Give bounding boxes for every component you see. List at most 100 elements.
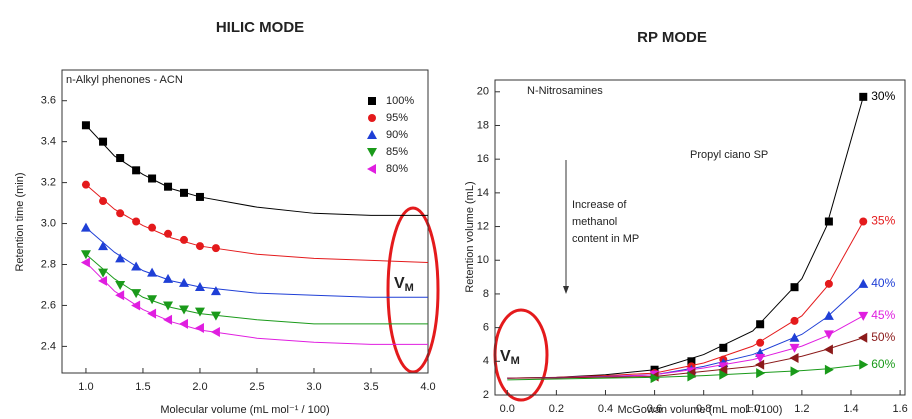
marker bbox=[824, 217, 833, 226]
marker bbox=[718, 364, 728, 375]
marker bbox=[790, 283, 799, 292]
fit-line bbox=[507, 315, 864, 379]
y-tick-label: 3.2 bbox=[41, 177, 56, 189]
marker bbox=[210, 286, 221, 296]
marker bbox=[131, 300, 141, 311]
marker bbox=[789, 352, 799, 363]
series-label: 40% bbox=[871, 276, 895, 290]
marker bbox=[719, 369, 729, 380]
series-label: 50% bbox=[871, 330, 895, 344]
x-tick-label: 0.0 bbox=[500, 403, 515, 415]
y-tick-label: 12 bbox=[477, 220, 489, 232]
marker bbox=[859, 217, 868, 226]
y-tick-label: 14 bbox=[477, 187, 489, 199]
marker bbox=[98, 268, 109, 278]
marker bbox=[823, 344, 833, 355]
x-tick-label: 2.5 bbox=[249, 381, 264, 393]
marker bbox=[163, 314, 173, 325]
y-tick-label: 3.0 bbox=[41, 217, 56, 229]
x-tick-label: 3.5 bbox=[363, 381, 378, 393]
legend-label: 95% bbox=[386, 112, 408, 124]
marker bbox=[116, 209, 125, 218]
arrow-head bbox=[563, 286, 569, 294]
x-tick-label: 2.0 bbox=[192, 381, 207, 393]
x-tick-label: 0.4 bbox=[598, 403, 613, 415]
marker bbox=[823, 330, 834, 340]
x-axis-label: Molecular volume (mL mol⁻¹ / 100) bbox=[160, 404, 329, 416]
legend-label: 90% bbox=[386, 129, 408, 141]
marker bbox=[195, 242, 204, 251]
series-label: 60% bbox=[871, 357, 895, 371]
legend-label: 100% bbox=[386, 95, 414, 107]
marker bbox=[115, 290, 125, 301]
x-tick-label: 0.6 bbox=[647, 403, 662, 415]
chart-title: HILIC MODE bbox=[216, 19, 304, 36]
vm-main: V bbox=[500, 348, 511, 365]
legend-marker bbox=[367, 148, 377, 157]
legend-marker bbox=[368, 114, 376, 122]
marker bbox=[115, 253, 126, 263]
marker bbox=[650, 373, 660, 384]
marker bbox=[131, 261, 142, 271]
marker bbox=[98, 241, 109, 251]
marker bbox=[755, 353, 766, 363]
marker bbox=[194, 282, 205, 292]
marker bbox=[858, 278, 869, 288]
marker bbox=[718, 362, 729, 372]
marker bbox=[859, 359, 869, 370]
fit-line bbox=[507, 364, 864, 381]
y-tick-label: 3.6 bbox=[41, 95, 56, 107]
vm-label: VM bbox=[500, 348, 520, 367]
marker bbox=[147, 308, 157, 319]
annotation: Increase of bbox=[572, 199, 627, 211]
marker bbox=[80, 250, 91, 260]
marker bbox=[115, 280, 126, 290]
marker bbox=[210, 311, 221, 321]
marker bbox=[755, 359, 765, 370]
plot-frame bbox=[494, 79, 906, 396]
legend-marker bbox=[368, 97, 376, 105]
x-tick-label: 1.4 bbox=[843, 403, 858, 415]
annotation: methanol bbox=[572, 216, 617, 228]
marker bbox=[756, 338, 765, 347]
y-tick-label: 16 bbox=[477, 153, 489, 165]
marker bbox=[163, 273, 174, 283]
marker bbox=[790, 316, 799, 325]
y-tick-label: 2 bbox=[483, 389, 489, 401]
annotation: Propyl ciano SP bbox=[690, 149, 768, 161]
series-label: 35% bbox=[871, 214, 895, 228]
x-tick-label: 1.6 bbox=[892, 403, 907, 415]
vm-main: V bbox=[394, 275, 405, 292]
marker bbox=[756, 320, 765, 329]
marker bbox=[194, 307, 205, 317]
marker bbox=[687, 357, 696, 366]
marker bbox=[180, 235, 188, 244]
marker bbox=[116, 154, 125, 163]
marker bbox=[132, 217, 141, 226]
plot-frame bbox=[61, 69, 429, 374]
x-tick-label: 4.0 bbox=[420, 381, 435, 393]
y-tick-label: 6 bbox=[483, 322, 489, 334]
y-tick-label: 2.8 bbox=[41, 258, 56, 270]
x-tick-label: 1.2 bbox=[794, 403, 809, 415]
marker bbox=[858, 332, 868, 343]
marker bbox=[687, 371, 697, 382]
legend-label: 80% bbox=[386, 163, 408, 175]
fit-line bbox=[507, 221, 864, 379]
y-axis-label: Retention time (min) bbox=[14, 172, 26, 271]
annotation: n-Alkyl phenones - ACN bbox=[66, 74, 183, 86]
annotation: N-Nitrosamines bbox=[527, 85, 603, 97]
legend-label: 85% bbox=[386, 146, 408, 158]
y-tick-label: 20 bbox=[477, 86, 489, 98]
marker bbox=[789, 343, 800, 353]
marker bbox=[195, 192, 204, 201]
x-tick-label: 1.0 bbox=[78, 381, 93, 393]
chart-title: RP MODE bbox=[637, 29, 707, 46]
marker bbox=[148, 223, 157, 232]
marker bbox=[859, 92, 868, 101]
annotation: content in MP bbox=[572, 233, 639, 245]
marker bbox=[164, 182, 173, 191]
marker bbox=[180, 188, 188, 197]
y-tick-label: 4 bbox=[483, 355, 489, 367]
